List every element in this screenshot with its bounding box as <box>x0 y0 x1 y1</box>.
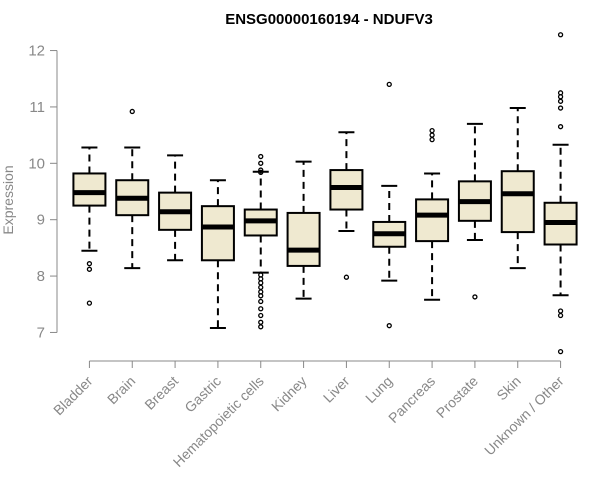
outlier-point <box>258 312 264 319</box>
outlier-point <box>129 108 135 115</box>
y-tick-label: 12 <box>28 43 45 60</box>
x-tick-label: Liver <box>320 373 353 406</box>
chart-title: ENSG00000160194 - NDUFV3 <box>225 11 433 28</box>
box-skin <box>500 107 535 270</box>
outlier-point <box>557 94 564 100</box>
outlier-point <box>386 323 392 329</box>
outlier-point <box>86 300 93 306</box>
outlier-point <box>557 308 564 314</box>
x-tick-label: Kidney <box>268 373 310 415</box>
outlier-point <box>258 324 264 330</box>
iqr-box <box>500 170 535 234</box>
outlier-point <box>258 280 264 286</box>
y-axis-label: Expression <box>0 165 16 234</box>
iqr-box <box>200 205 235 262</box>
x-tick-label: Brain <box>104 373 138 407</box>
outlier-point <box>343 274 350 280</box>
outlier-point <box>386 81 392 88</box>
outlier-point <box>557 98 564 104</box>
outlier-point <box>258 319 264 325</box>
box-brain <box>115 108 150 270</box>
outlier-point <box>258 153 264 160</box>
outlier-point <box>258 306 264 312</box>
box-unknown-other <box>543 32 578 355</box>
y-tick-label: 9 <box>37 212 45 229</box>
iqr-box <box>286 211 321 267</box>
box-kidney <box>286 160 321 300</box>
outlier-point <box>86 266 93 272</box>
iqr-box <box>415 198 450 243</box>
outlier-point <box>258 167 264 173</box>
outlier-point <box>429 127 435 134</box>
outlier-point <box>258 298 264 305</box>
box-breast <box>158 154 193 262</box>
x-tick-label: Skin <box>493 373 524 404</box>
outlier-point <box>258 284 264 290</box>
outlier-point <box>86 261 93 267</box>
box-hematopoietic-cells <box>243 153 278 330</box>
outlier-point <box>557 105 564 111</box>
x-tick-label: Lung <box>362 373 395 406</box>
x-tick-label: Unknown / Other <box>481 373 567 459</box>
x-tick-label: Pancreas <box>385 373 438 426</box>
outlier-point <box>429 136 435 143</box>
x-tick-label: Gastric <box>181 373 224 416</box>
x-tick-label: Bladder <box>50 373 96 419</box>
y-tick-label: 8 <box>37 268 45 285</box>
y-tick-label: 10 <box>28 155 45 172</box>
boxplot-group <box>72 32 578 355</box>
outlier-point <box>258 169 264 175</box>
box-liver <box>329 131 364 280</box>
outlier-point <box>429 132 435 138</box>
y-axis: 7 8 9 10 11 12 <box>28 43 58 341</box>
box-lung <box>372 81 407 329</box>
outlier-point <box>557 32 564 38</box>
box-pancreas <box>415 127 450 301</box>
x-tick-label: Breast <box>141 373 181 413</box>
outlier-point <box>557 124 564 130</box>
box-gastric <box>200 179 235 329</box>
outlier-point <box>557 312 564 319</box>
box-prostate <box>457 122 492 300</box>
y-tick-label: 7 <box>37 324 45 341</box>
x-tick-label: Prostate <box>433 373 481 421</box>
outlier-point <box>258 293 264 299</box>
box-bladder <box>72 146 107 306</box>
outlier-point <box>472 294 478 300</box>
y-tick-label: 11 <box>29 99 45 116</box>
outlier-point <box>258 160 264 166</box>
iqr-box <box>72 172 107 207</box>
outlier-point <box>557 348 564 355</box>
